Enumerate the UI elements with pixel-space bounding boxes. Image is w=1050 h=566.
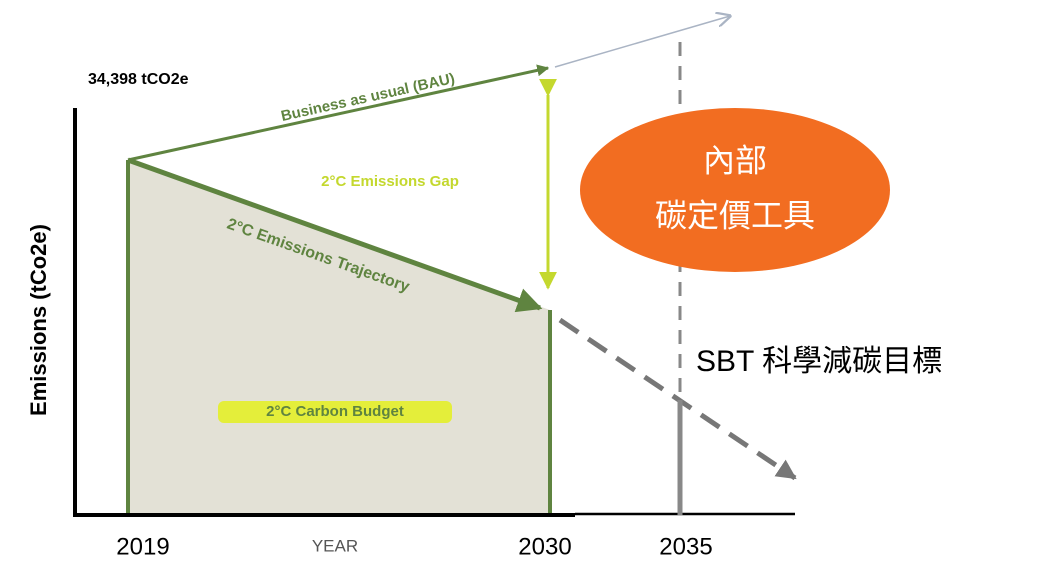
budget-label: 2°C Carbon Budget — [266, 403, 404, 420]
gap-label: 2°C Emissions Gap — [321, 173, 459, 190]
x-label: 2030 — [518, 533, 571, 560]
budget-highlight — [218, 401, 452, 423]
budget-area — [128, 160, 550, 515]
callout-bubble — [580, 108, 890, 272]
bau-extension — [554, 16, 730, 68]
callout-text: 內部 — [703, 142, 767, 178]
x-label: 2019 — [116, 533, 169, 560]
x-axis-label: YEAR — [312, 536, 358, 555]
target-label: SBT 科學減碳目標 — [696, 345, 942, 378]
callout-text: 碳定價工具 — [655, 197, 815, 233]
value-label: 34,398 tCO2e — [88, 71, 189, 88]
trajectory-arrow — [127, 157, 543, 313]
y-axis-label: Emissions (tCo2e) — [26, 224, 51, 416]
bau-arrow — [127, 64, 550, 162]
sbt-arrow — [558, 317, 797, 481]
bau-label: Business as usual (BAU) — [279, 70, 456, 125]
x-label: 2035 — [659, 533, 712, 560]
